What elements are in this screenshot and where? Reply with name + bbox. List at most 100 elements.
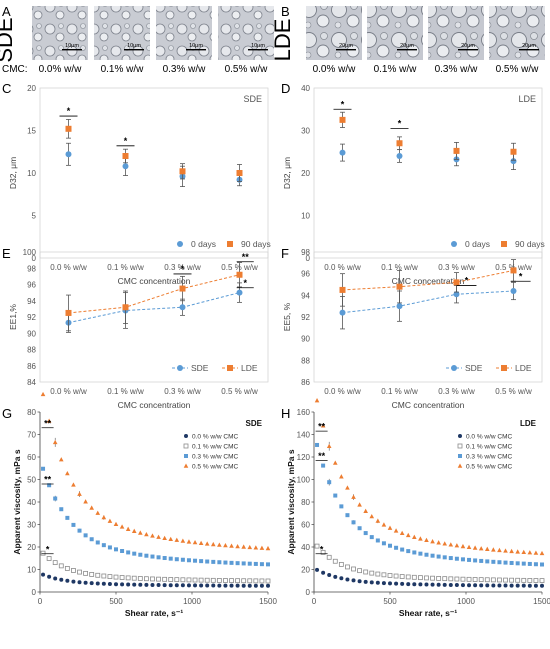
y-tick-label: 160 bbox=[297, 408, 311, 417]
micrograph-image bbox=[428, 6, 484, 60]
x-tick-label: 0.1 % w/w bbox=[107, 263, 144, 272]
data-point bbox=[199, 583, 204, 588]
data-point bbox=[510, 267, 517, 274]
data-point bbox=[192, 577, 198, 583]
scale-bar bbox=[336, 49, 356, 51]
y-tick-label: 60 bbox=[301, 521, 310, 530]
data-point bbox=[65, 151, 72, 158]
data-point bbox=[265, 578, 271, 584]
data-point bbox=[460, 583, 465, 588]
series-1 bbox=[65, 119, 243, 182]
data-point bbox=[533, 583, 538, 588]
legend: 0.0 % w/w CMC 0.1 % w/w CMC 0.3 % w/w CMC 0… bbox=[457, 433, 513, 470]
data-point bbox=[235, 561, 240, 566]
y-tick-label: 50 bbox=[27, 476, 36, 485]
data-point bbox=[321, 570, 326, 575]
y-tick-label: 100 bbox=[297, 476, 311, 485]
data-point bbox=[314, 398, 320, 403]
data-point bbox=[156, 576, 161, 582]
legend-label: 0.5 % w/w CMC bbox=[466, 463, 513, 470]
data-point bbox=[472, 577, 478, 582]
data-point bbox=[223, 583, 228, 588]
data-point bbox=[131, 575, 137, 581]
micrograph-sde-1: 10μm 0.1% w/w bbox=[94, 6, 150, 75]
data-point bbox=[162, 576, 168, 582]
data-point bbox=[229, 560, 234, 565]
micrograph-row: A B SDE LDE CMC: 10μm 0.0% w/w 10μm 0.1% w/… bbox=[0, 4, 545, 75]
data-point bbox=[351, 520, 356, 525]
data-point bbox=[77, 580, 82, 585]
data-point bbox=[484, 546, 490, 551]
data-point bbox=[65, 578, 70, 583]
data-point bbox=[479, 558, 484, 563]
sde-side-label: SDE bbox=[0, 17, 17, 62]
y-tick-label: 80 bbox=[301, 498, 310, 507]
legend-label: 0.3 % w/w CMC bbox=[192, 453, 239, 460]
data-point bbox=[479, 583, 484, 588]
data-point bbox=[339, 504, 344, 509]
series-0 bbox=[339, 143, 517, 171]
significance-label: * bbox=[67, 106, 71, 116]
data-point bbox=[179, 285, 186, 292]
legend-marker bbox=[184, 434, 188, 438]
legend-marker bbox=[457, 443, 463, 449]
data-point bbox=[180, 557, 185, 562]
panel-letter-f: F bbox=[281, 246, 289, 261]
y-tick-label: 84 bbox=[27, 378, 36, 387]
data-point bbox=[381, 541, 386, 546]
data-point bbox=[168, 556, 173, 561]
data-point bbox=[71, 579, 76, 584]
data-point bbox=[460, 543, 466, 549]
data-point bbox=[235, 578, 241, 584]
data-point bbox=[107, 518, 113, 523]
x-tick-label: 1500 bbox=[533, 597, 550, 606]
data-point bbox=[510, 148, 517, 155]
y-tick-label: 92 bbox=[27, 313, 36, 322]
legend-marker bbox=[501, 365, 507, 371]
data-point bbox=[132, 582, 137, 587]
data-point bbox=[120, 548, 125, 553]
data-point bbox=[235, 543, 240, 549]
data-point bbox=[83, 580, 88, 585]
y-tick-label: 5 bbox=[32, 212, 37, 221]
data-point bbox=[59, 507, 64, 512]
y-tick-label: 0 bbox=[32, 254, 37, 263]
data-point bbox=[40, 391, 46, 397]
micrograph-caption: 0.0% w/w bbox=[313, 64, 357, 75]
data-point bbox=[393, 528, 399, 533]
series-0 bbox=[41, 572, 270, 588]
data-point bbox=[46, 418, 52, 423]
y-tick-label: 10 bbox=[27, 566, 36, 575]
data-point bbox=[406, 549, 411, 554]
data-point bbox=[345, 513, 350, 518]
data-point bbox=[204, 577, 210, 583]
data-point bbox=[77, 569, 82, 575]
data-point bbox=[144, 531, 149, 537]
legend-label: LDE bbox=[515, 363, 532, 373]
data-point bbox=[211, 559, 216, 564]
legend-marker bbox=[227, 365, 233, 371]
series-1 bbox=[40, 550, 271, 584]
data-point bbox=[491, 583, 496, 588]
lde-side-label: LDE bbox=[270, 19, 295, 62]
data-point bbox=[485, 583, 490, 588]
data-point bbox=[71, 522, 76, 527]
legend-label: 90 days bbox=[515, 239, 545, 249]
scale-bar bbox=[397, 49, 417, 51]
scale-bar bbox=[62, 49, 82, 51]
scale-bar bbox=[124, 49, 144, 51]
data-point bbox=[65, 309, 72, 316]
data-point bbox=[357, 568, 363, 574]
data-point bbox=[453, 147, 460, 154]
data-point bbox=[58, 563, 64, 569]
data-point bbox=[198, 577, 204, 583]
data-point bbox=[77, 491, 82, 496]
data-point bbox=[217, 560, 222, 565]
legend-label: SDE bbox=[465, 363, 483, 373]
plot-frame bbox=[313, 251, 543, 383]
micrograph-sde-0: 10μm 0.0% w/w bbox=[32, 6, 88, 75]
data-point bbox=[497, 547, 502, 553]
data-point bbox=[473, 583, 478, 588]
